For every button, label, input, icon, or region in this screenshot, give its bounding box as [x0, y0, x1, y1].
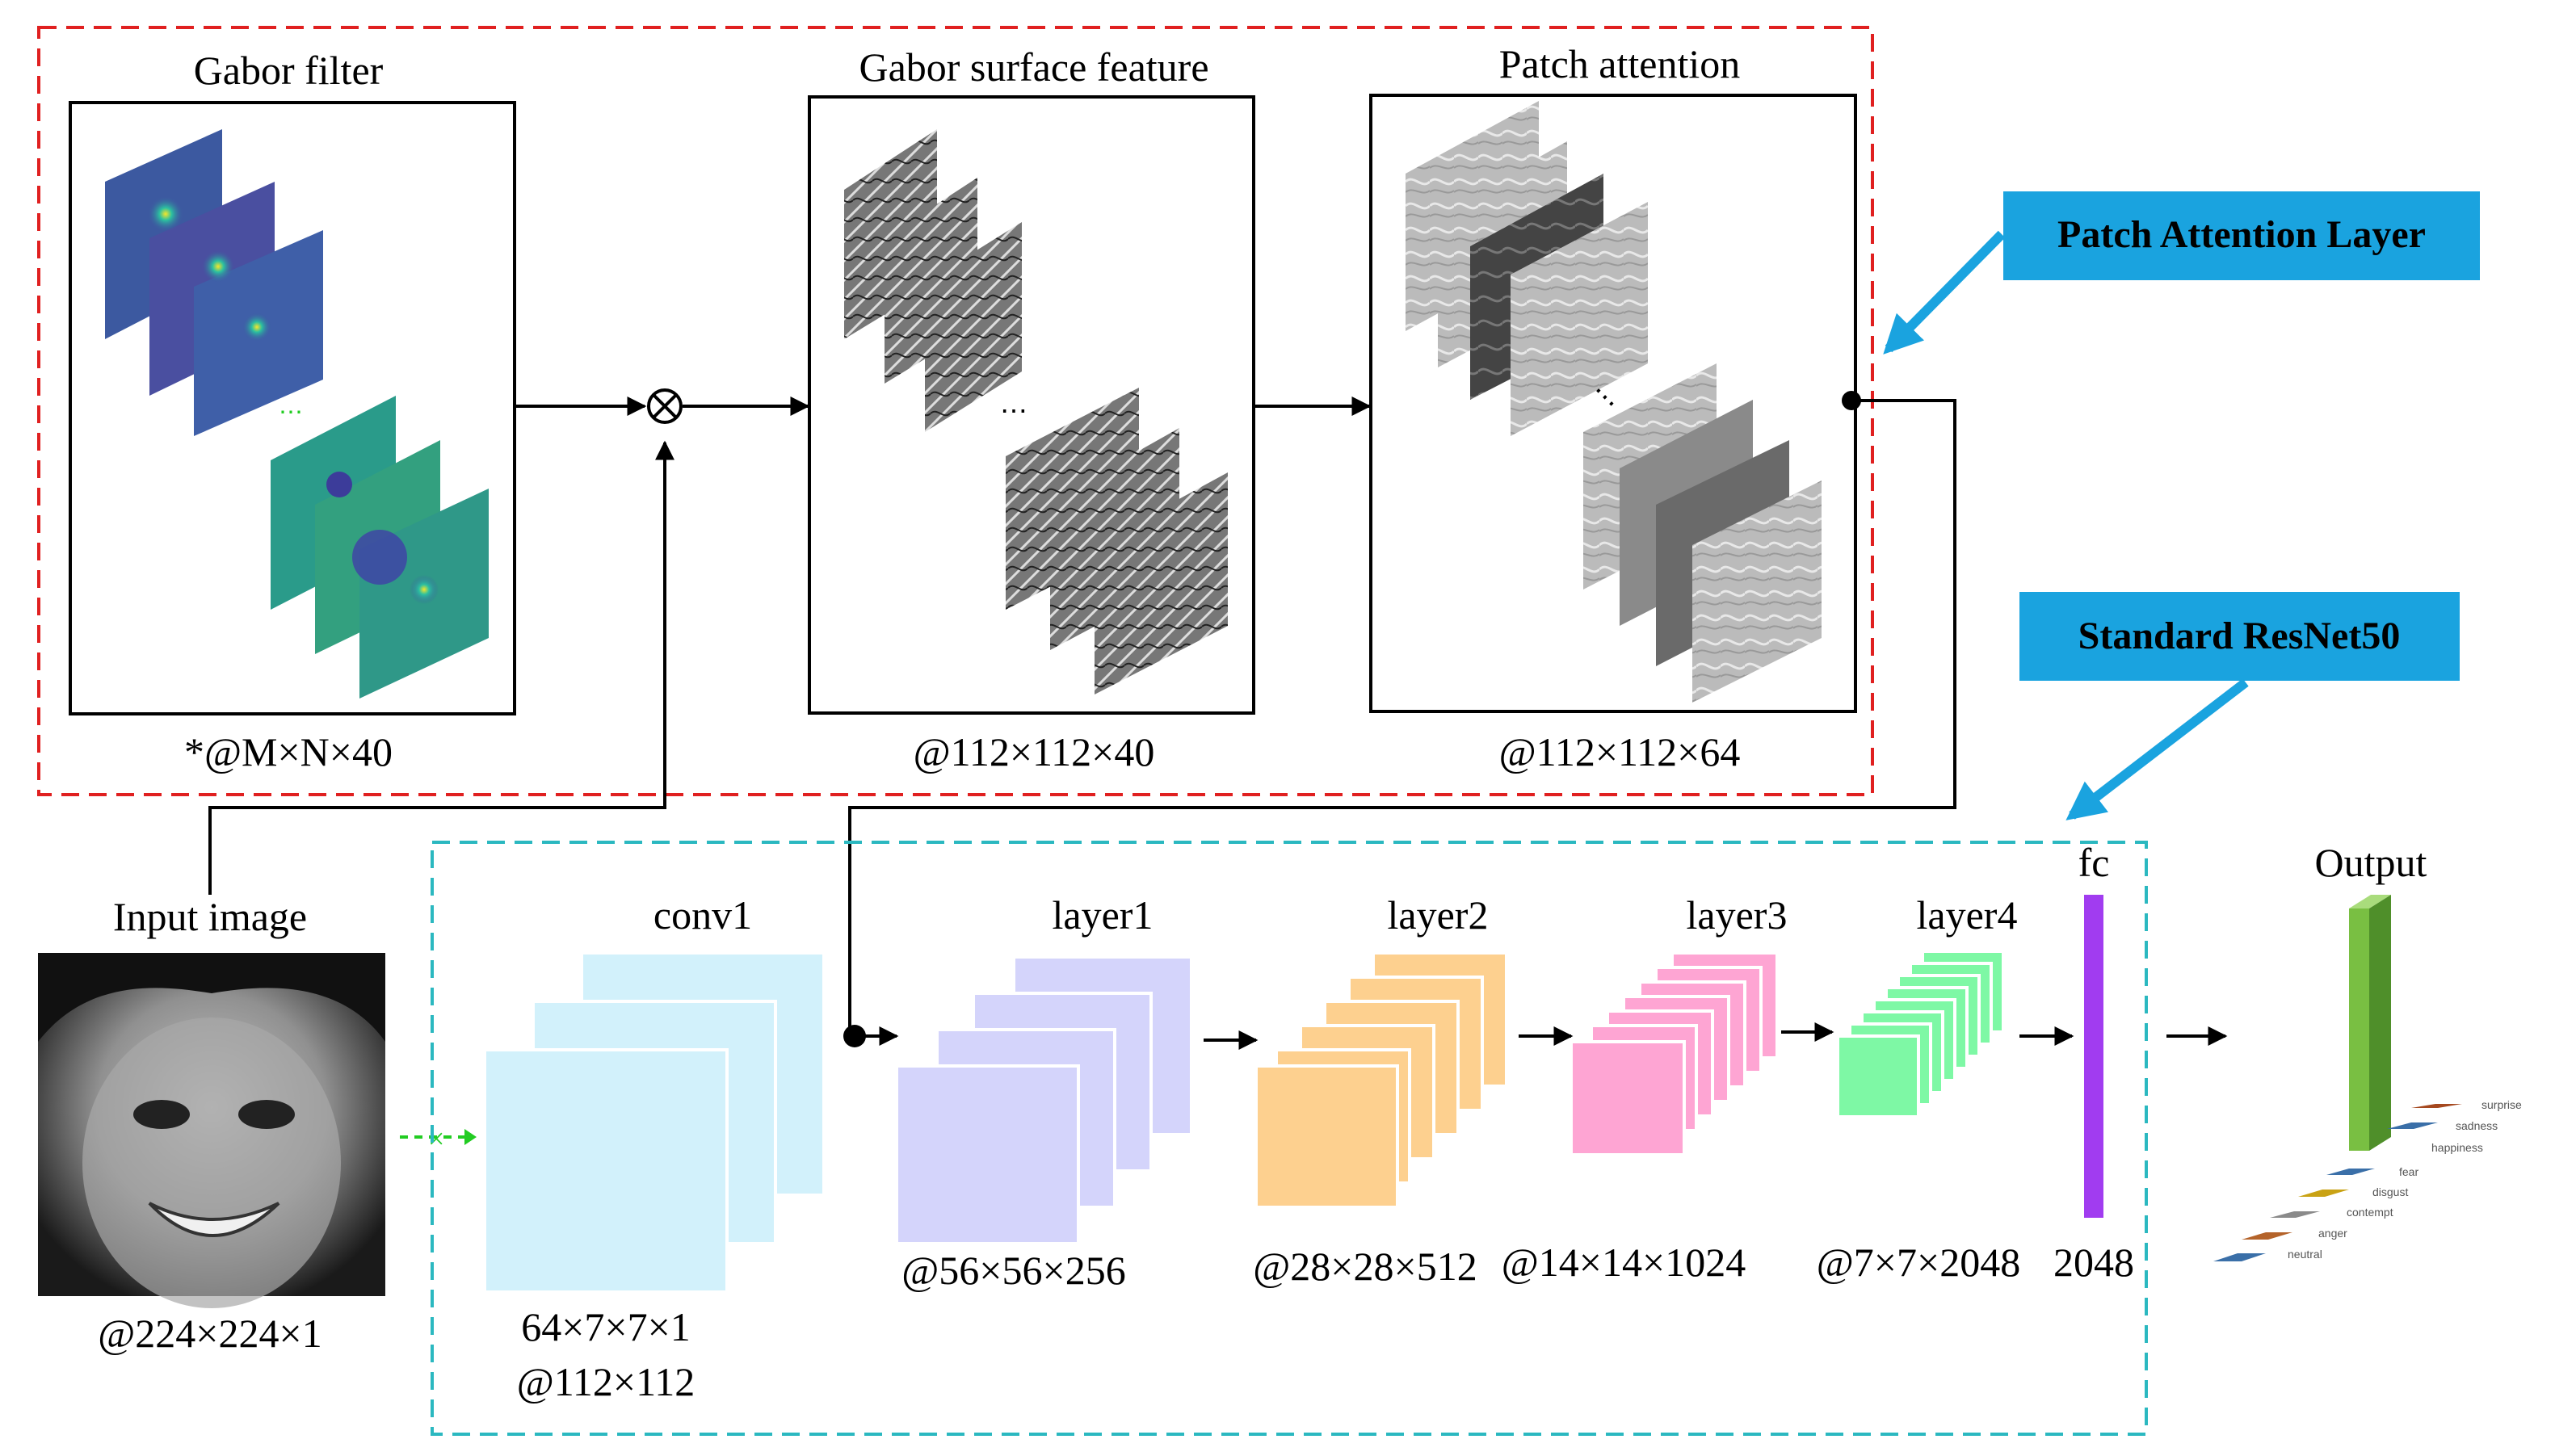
patch-attention-layer-label: Patch Attention Layer — [2057, 213, 2426, 256]
output-class-label: sadness — [2456, 1119, 2498, 1132]
output-class-label: disgust — [2372, 1185, 2408, 1198]
input-image-block: Input image @224×224×1 — [38, 894, 385, 1356]
output-class-bar — [2242, 1232, 2292, 1240]
output-class-bar — [2326, 1169, 2375, 1175]
patch-attention-dims: @112×112×64 — [1499, 729, 1741, 774]
gabor-filter-dims: *@M×N×40 — [184, 729, 393, 774]
output-class-bar — [2213, 1253, 2266, 1261]
layer2-block: layer2 @28×28×512 — [1253, 892, 1508, 1289]
attention-map — [1692, 480, 1822, 703]
output-class-label: neutral — [2288, 1248, 2322, 1261]
output-class-bar — [2270, 1211, 2320, 1218]
layer1-dims: @56×56×256 — [901, 1248, 1125, 1293]
layer1-title: layer1 — [1053, 892, 1154, 938]
layer4-block: layer4 @7×7×2048 — [1817, 892, 2020, 1285]
fc-dims: 2048 — [2053, 1240, 2134, 1285]
input-image-title: Input image — [113, 894, 307, 939]
resnet50-callout: Standard ResNet50 — [2019, 592, 2460, 820]
fc-title: fc — [2078, 840, 2110, 885]
layer2-dims: @28×28×512 — [1253, 1244, 1477, 1289]
output-class-label: anger — [2318, 1227, 2347, 1240]
attention-to-resnet-path — [848, 399, 1956, 1034]
layer4-dims: @7×7×2048 — [1817, 1240, 2020, 1285]
output-class-label: surprise — [2481, 1098, 2522, 1111]
input-image-dims: @224×224×1 — [98, 1311, 321, 1356]
layer3-title: layer3 — [1687, 892, 1788, 938]
surface-feature-map — [925, 222, 1022, 432]
gabor-filter-panel: Gabor filter ⋯ *@M×N×40 — [69, 48, 516, 774]
layer3-block: layer3 @14×14×1024 — [1502, 892, 1788, 1285]
fc-bar — [2084, 895, 2103, 1218]
output-class-bar — [2411, 1104, 2462, 1108]
conv1-title: conv1 — [653, 892, 752, 938]
patch-attention-layer-callout: Patch Attention Layer — [1883, 191, 2480, 355]
attention-map — [1511, 202, 1648, 436]
output-predicted-bar — [2349, 895, 2391, 1151]
output-class-bars: surprise sadness happiness fear disgust … — [2213, 1098, 2522, 1261]
output-class-label: contempt — [2347, 1206, 2393, 1219]
fc-block: fc 2048 — [2053, 840, 2134, 1285]
layer1-block: layer1 @56×56×256 — [895, 892, 1193, 1293]
output-class-label: fear — [2399, 1165, 2418, 1178]
gabor-surface-dims: @112×112×40 — [914, 729, 1155, 774]
layer2-title: layer2 — [1388, 892, 1489, 938]
surface-feature-map — [1095, 472, 1228, 694]
input-to-multiply-path — [208, 440, 674, 895]
conv1-dims: @112×112 — [517, 1359, 695, 1404]
layer3-dims: @14×14×1024 — [1502, 1240, 1746, 1285]
gabor-surface-title: Gabor surface feature — [859, 44, 1208, 90]
patch-attention-title: Patch attention — [1499, 41, 1741, 86]
layer4-title: layer4 — [1917, 892, 2018, 938]
resnet-module-frame — [431, 841, 2148, 1436]
conv1-kernel: 64×7×7×1 — [521, 1304, 691, 1349]
resnet50-label: Standard ResNet50 — [2078, 615, 2401, 657]
conv1-block: conv1 64×7×7×1 @112×112 — [483, 892, 826, 1404]
patch-attention-panel: Patch attention ⋯ @112×112×64 — [1369, 41, 1857, 774]
gabor-filter-title: Gabor filter — [194, 48, 384, 93]
gabor-module-frame — [37, 26, 1874, 796]
output-title: Output — [2315, 840, 2427, 885]
gabor-surface-panel: Gabor surface feature ⋯ @112×112×40 — [808, 44, 1255, 774]
output-class-bar — [2298, 1190, 2349, 1197]
output-class-label: happiness — [2431, 1141, 2483, 1154]
surface-ellipsis: ⋯ — [1000, 397, 1027, 426]
output-class-bar — [2387, 1122, 2438, 1129]
output-block: Output surprise sadness happiness fear d… — [2213, 840, 2522, 1261]
gabor-ellipsis: ⋯ — [279, 399, 303, 426]
